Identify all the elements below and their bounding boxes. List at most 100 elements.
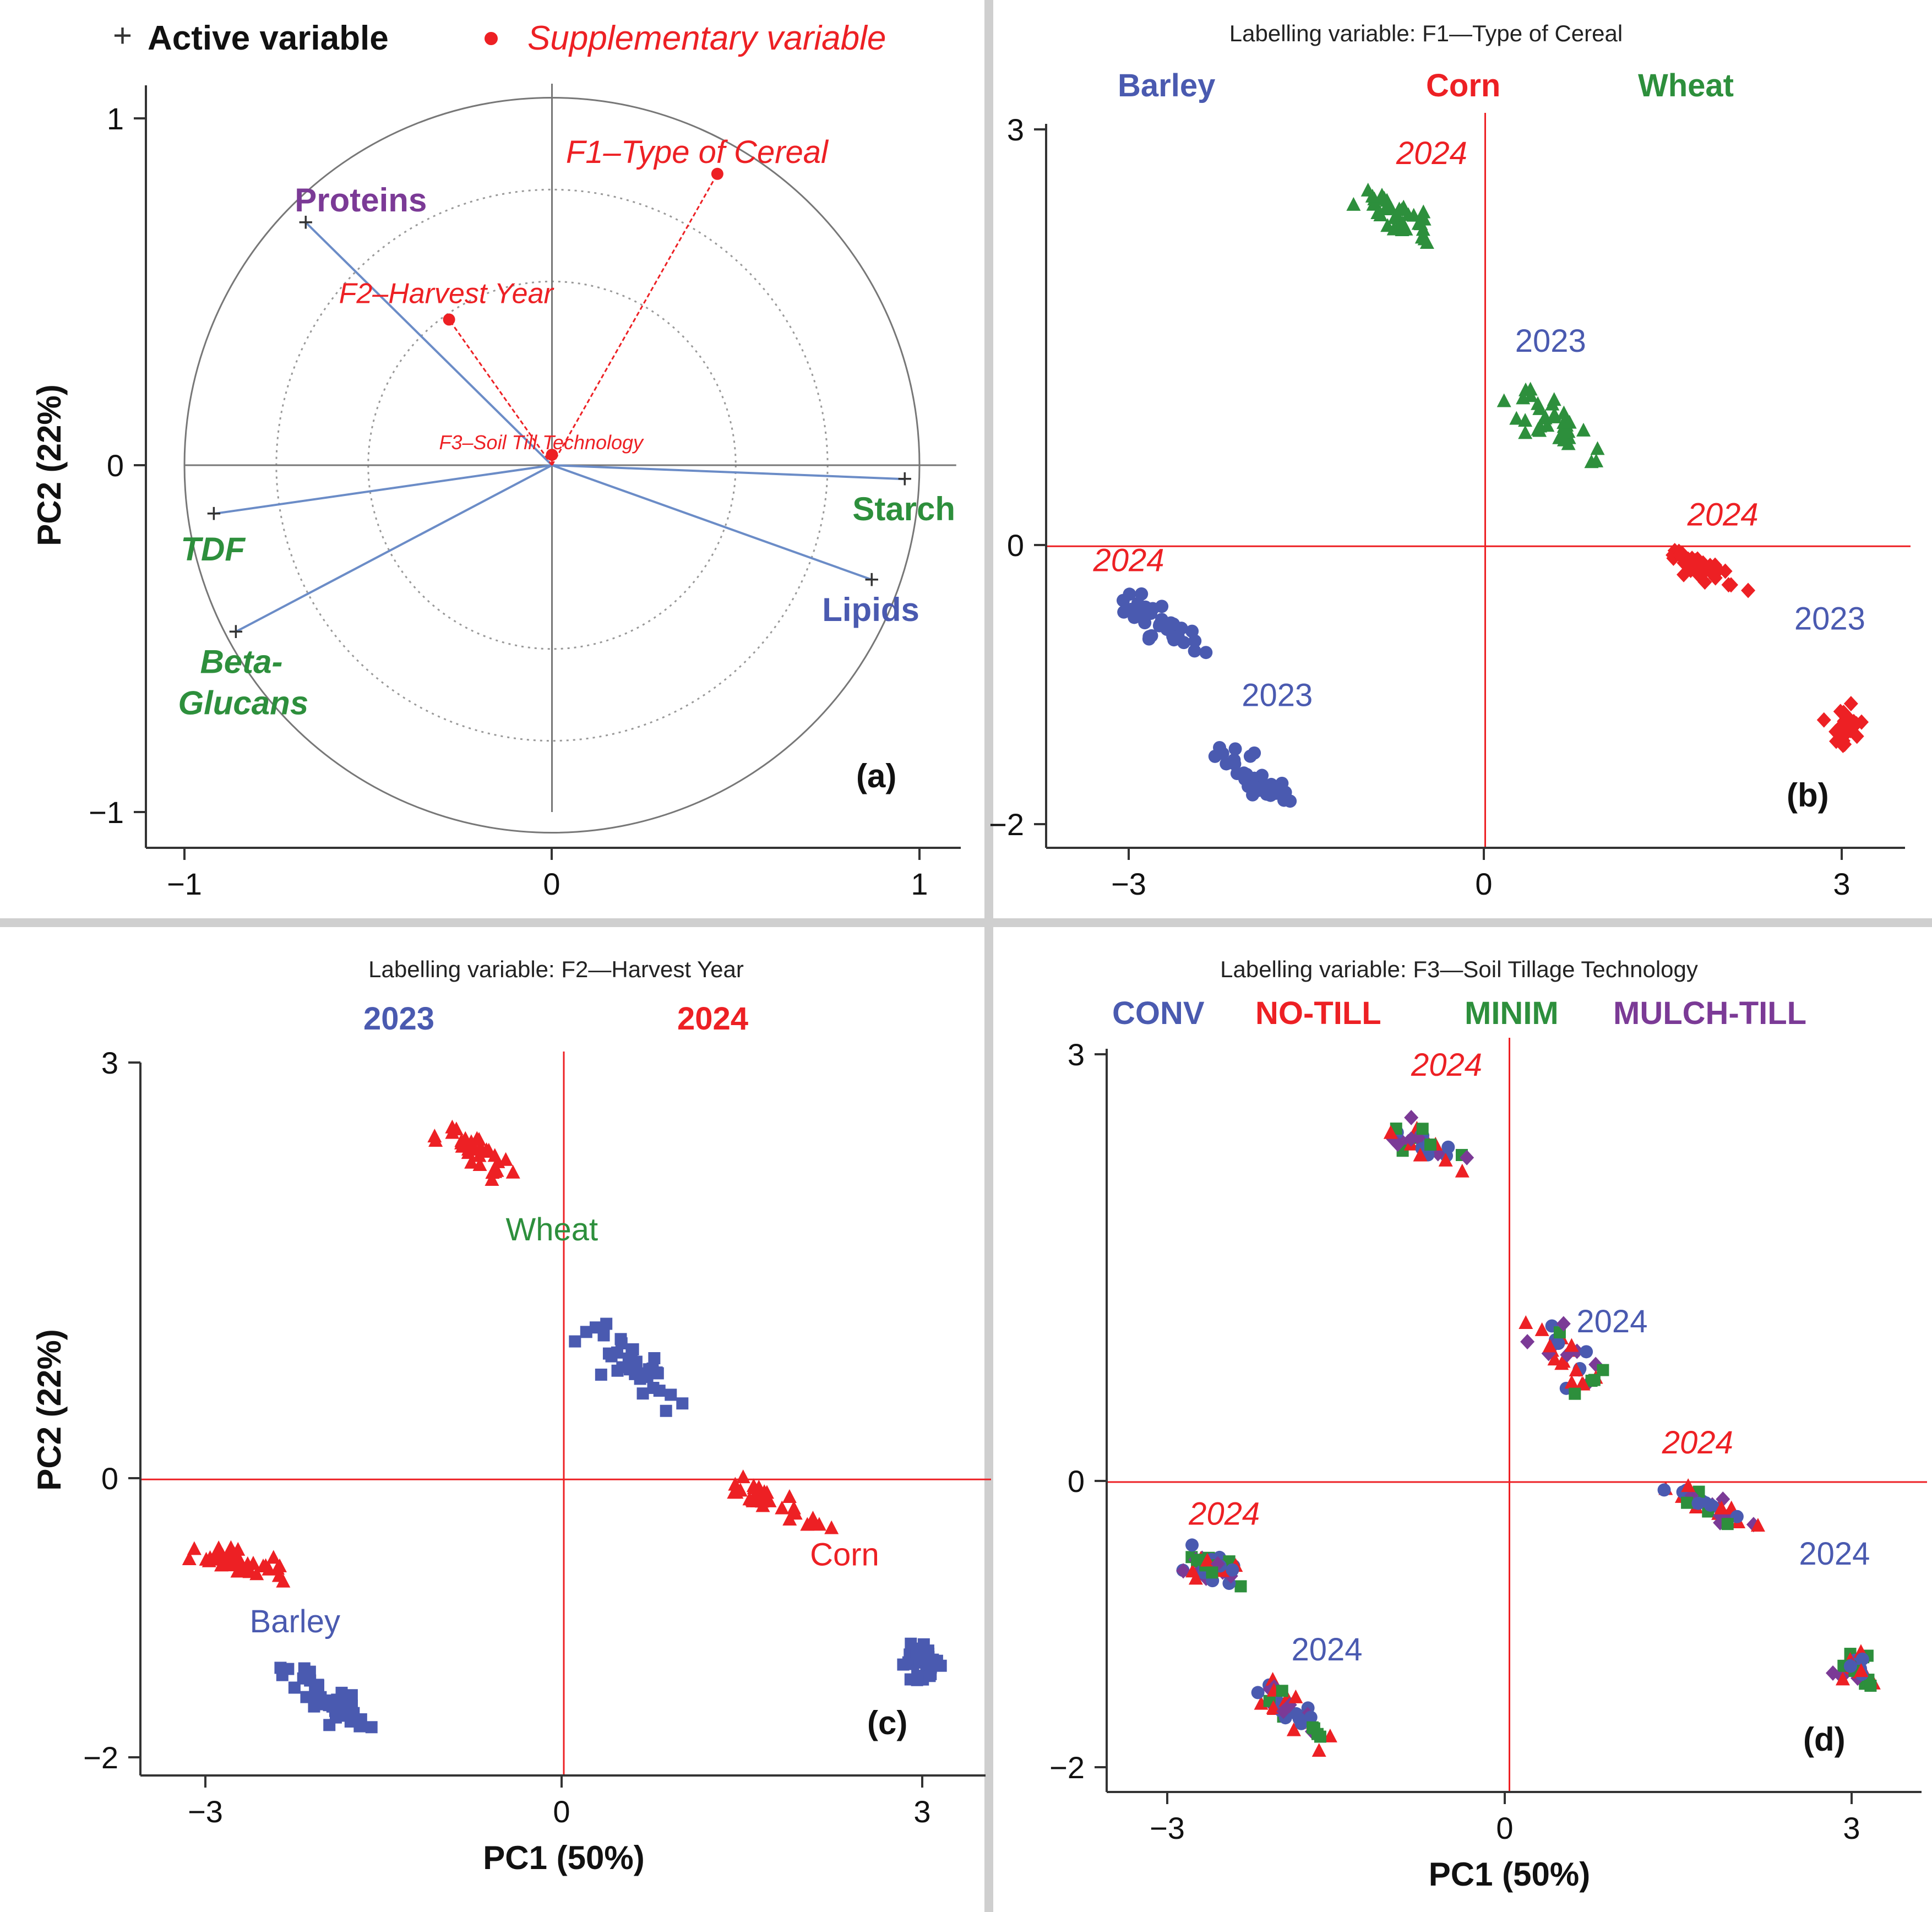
supplementary-variable-dot bbox=[443, 313, 455, 325]
data-point bbox=[1172, 630, 1185, 643]
active-variable-label: Lipids bbox=[822, 591, 919, 628]
data-point bbox=[1704, 1499, 1717, 1512]
data-point bbox=[1237, 766, 1250, 780]
plus-icon: + bbox=[897, 465, 912, 494]
data-point bbox=[506, 1165, 520, 1179]
supplementary-variable-label: F1–Type of Cereal bbox=[566, 134, 829, 170]
legend-label: MINIM bbox=[1465, 995, 1559, 1031]
data-point bbox=[1117, 606, 1130, 619]
data-point bbox=[1220, 757, 1233, 770]
data-point bbox=[427, 1129, 442, 1142]
panel-b-score-plot: Labelling variable: F1—Type of CerealBar… bbox=[989, 20, 1911, 901]
data-point bbox=[1288, 1690, 1303, 1703]
x-tick-label: −3 bbox=[188, 1794, 223, 1829]
data-point bbox=[1519, 1315, 1533, 1329]
data-point bbox=[1259, 781, 1272, 794]
panel-label: (a) bbox=[856, 758, 896, 794]
annotation-label: 2024 bbox=[1411, 1047, 1482, 1083]
data-point bbox=[637, 1387, 649, 1399]
panel-label: (c) bbox=[867, 1704, 907, 1741]
chart-title: Labelling variable: F1—Type of Cereal bbox=[1229, 20, 1623, 46]
data-point bbox=[1721, 577, 1735, 592]
y-tick-label: 1 bbox=[107, 101, 124, 136]
x-tick-label: 0 bbox=[1496, 1811, 1513, 1845]
data-point bbox=[1441, 1141, 1455, 1154]
active-variable-label: Glucans bbox=[178, 684, 308, 721]
data-point bbox=[615, 1333, 627, 1345]
data-point bbox=[911, 1648, 923, 1660]
legend-label: 2024 bbox=[677, 1001, 748, 1037]
data-point bbox=[1346, 197, 1360, 211]
x-axis-label: PC1 (50%) bbox=[1429, 1856, 1590, 1893]
data-point bbox=[1588, 1374, 1601, 1386]
annotation-label: 2023 bbox=[1794, 601, 1865, 637]
y-tick-label: 0 bbox=[1007, 528, 1024, 563]
annotation-label: 2023 bbox=[1242, 677, 1313, 713]
legend-supplementary-label: Supplementary variable bbox=[527, 19, 886, 57]
y-tick-label: 3 bbox=[1068, 1037, 1085, 1072]
data-point bbox=[1206, 1566, 1218, 1578]
annotation-label: Barley bbox=[250, 1604, 340, 1639]
supplementary-variable-vector bbox=[552, 174, 717, 465]
y-tick-label: −2 bbox=[989, 807, 1024, 842]
data-point bbox=[1580, 1345, 1593, 1358]
data-point bbox=[569, 1336, 581, 1348]
active-variable-vector bbox=[214, 465, 552, 514]
data-point bbox=[1576, 423, 1591, 437]
data-point bbox=[1167, 618, 1180, 631]
data-point bbox=[1569, 1388, 1581, 1400]
data-point bbox=[1497, 393, 1511, 407]
data-point bbox=[332, 1704, 344, 1716]
supplementary-marker-dot-icon bbox=[485, 32, 498, 45]
y-tick-label: 0 bbox=[101, 1461, 118, 1496]
data-point bbox=[1547, 392, 1561, 406]
data-point bbox=[1276, 1685, 1288, 1697]
data-point bbox=[1185, 1538, 1199, 1551]
data-point bbox=[366, 1721, 378, 1733]
data-point bbox=[1691, 1497, 1705, 1510]
y-tick-label: −1 bbox=[89, 795, 124, 830]
data-point bbox=[648, 1352, 660, 1364]
y-tick-label: 0 bbox=[107, 448, 124, 483]
panel-c-score-plot: Labelling variable: F2—Harvest Year 2023 2… bbox=[31, 956, 991, 1876]
data-point bbox=[211, 1540, 226, 1554]
data-point bbox=[1142, 630, 1156, 643]
data-point bbox=[1199, 646, 1212, 659]
data-point bbox=[1247, 780, 1260, 793]
data-point bbox=[336, 1687, 348, 1699]
plus-icon: + bbox=[228, 617, 243, 646]
active-variable-label: Beta- bbox=[200, 643, 282, 680]
active-variable-vector bbox=[552, 465, 905, 479]
data-point bbox=[665, 1388, 677, 1401]
data-point bbox=[1226, 1564, 1239, 1577]
y-tick-label: 0 bbox=[1068, 1464, 1085, 1499]
supplementary-variable-label: F3–Soil Till Technology bbox=[439, 431, 645, 454]
data-point bbox=[676, 1397, 688, 1409]
y-tick-label: 3 bbox=[101, 1045, 118, 1080]
data-point bbox=[1455, 1164, 1470, 1178]
x-tick-label: 3 bbox=[913, 1794, 930, 1829]
x-axis-label: PC1 (50%) bbox=[483, 1839, 644, 1876]
data-point bbox=[1312, 1743, 1326, 1757]
annotation-label: 2024 bbox=[1799, 1536, 1870, 1572]
annotation-label: 2024 bbox=[1662, 1425, 1733, 1461]
data-point bbox=[1509, 411, 1523, 424]
data-point bbox=[660, 1405, 672, 1417]
data-point bbox=[1146, 602, 1160, 615]
legend-label: NO-TILL bbox=[1255, 995, 1381, 1031]
active-variable-vector bbox=[552, 465, 872, 580]
annotation-label: 2024 bbox=[1396, 135, 1467, 171]
panel-label: (b) bbox=[1787, 777, 1829, 814]
active-variable-vector bbox=[236, 465, 552, 631]
data-point bbox=[897, 1659, 909, 1671]
legend-active-label: Active variable bbox=[148, 19, 389, 57]
data-point bbox=[276, 1669, 289, 1681]
annotation-label: Corn bbox=[810, 1537, 879, 1573]
data-point bbox=[623, 1353, 635, 1365]
x-tick-label: −1 bbox=[167, 867, 202, 901]
panel-label: (d) bbox=[1803, 1721, 1846, 1758]
x-tick-label: 3 bbox=[1833, 867, 1850, 901]
annotation-label: 2024 bbox=[1188, 1496, 1260, 1532]
chart-title: Labelling variable: F2—Harvest Year bbox=[368, 956, 744, 982]
